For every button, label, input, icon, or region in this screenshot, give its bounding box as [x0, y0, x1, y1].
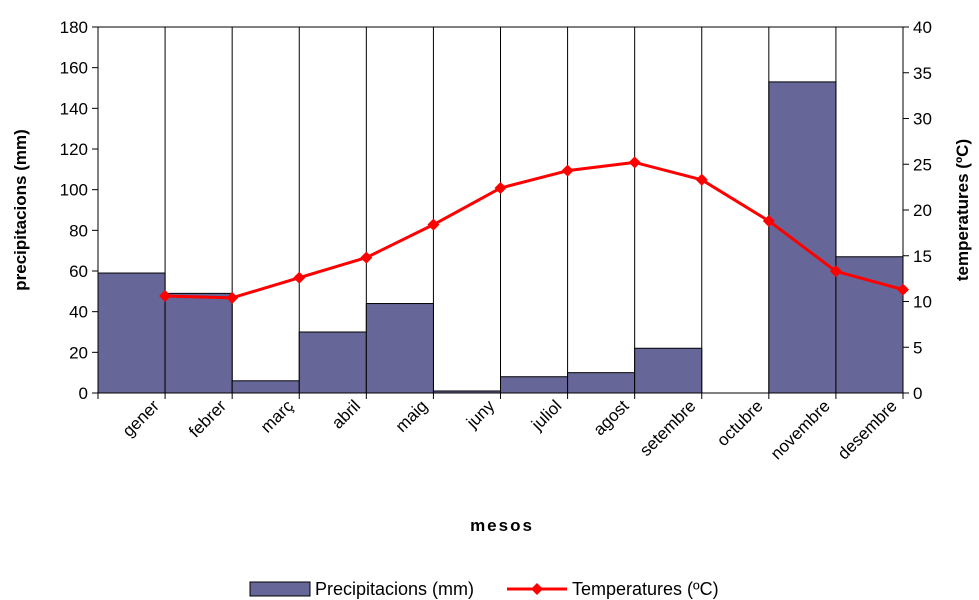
- bar-febrer: [164, 292, 233, 394]
- legend-label-temperature: Temperatures (ºC): [572, 579, 719, 599]
- legend-marker-temperature: [531, 583, 543, 595]
- left-axis-title: precipitacions (mm): [11, 129, 30, 291]
- right-tick-label: 0: [913, 384, 922, 403]
- left-tick-label: 120: [60, 140, 88, 159]
- left-tick-label: 40: [69, 303, 88, 322]
- right-tick-label: 40: [913, 18, 932, 37]
- right-tick-label: 25: [913, 155, 932, 174]
- temperature-point-novembre: [829, 265, 842, 278]
- left-tick-label: 20: [69, 343, 88, 362]
- bar-agost: [567, 372, 636, 394]
- temperature-point-desembre: [897, 283, 909, 296]
- temperature-point-abril: [360, 251, 373, 264]
- left-tick-label: 140: [60, 99, 88, 118]
- bar-maig: [365, 303, 434, 394]
- bar-setembre: [634, 347, 703, 394]
- bar-abril: [298, 331, 367, 394]
- right-tick-label: 10: [913, 293, 932, 312]
- left-tick-label: 100: [60, 181, 88, 200]
- temperature-point-octubre: [762, 214, 775, 227]
- legend-swatch-precipitation: [249, 581, 311, 597]
- bar-desembre: [835, 256, 904, 394]
- temperature-point-febrer: [226, 291, 239, 304]
- left-tick-label: 0: [79, 384, 88, 403]
- bar-març: [231, 380, 300, 394]
- right-tick-label: 15: [913, 247, 932, 266]
- temperature-line: [159, 156, 909, 304]
- temperature-point-juliol: [561, 164, 574, 177]
- temperature-point-setembre: [695, 173, 708, 186]
- legend-label-precipitation: Precipitacions (mm): [315, 579, 474, 599]
- right-tick-label: 20: [913, 201, 932, 220]
- left-tick-label: 160: [60, 59, 88, 78]
- right-axis-title: temperatures (ºC): [953, 139, 972, 281]
- temperature-polyline: [165, 160, 904, 300]
- left-tick-label: 180: [60, 18, 88, 37]
- right-tick-label: 30: [913, 110, 932, 129]
- right-tick-label: 5: [913, 338, 922, 357]
- temperature-point-maig: [427, 218, 440, 231]
- temperature-point-agost: [628, 156, 641, 169]
- x-axis-title: mesos: [470, 516, 534, 535]
- left-tick-label: 80: [69, 221, 88, 240]
- legend: Precipitacions (mm) Temperatures (ºC): [249, 579, 719, 599]
- temperature-point-març: [293, 271, 306, 284]
- bar-novembre: [768, 81, 837, 394]
- left-tick-label: 60: [69, 262, 88, 281]
- precipitation-bars: [97, 81, 904, 394]
- right-tick-label: 35: [913, 64, 932, 83]
- bar-gener: [97, 272, 166, 394]
- temperature-point-gener: [159, 290, 172, 303]
- temperature-point-juny: [494, 182, 507, 195]
- bar-juliol: [500, 376, 569, 394]
